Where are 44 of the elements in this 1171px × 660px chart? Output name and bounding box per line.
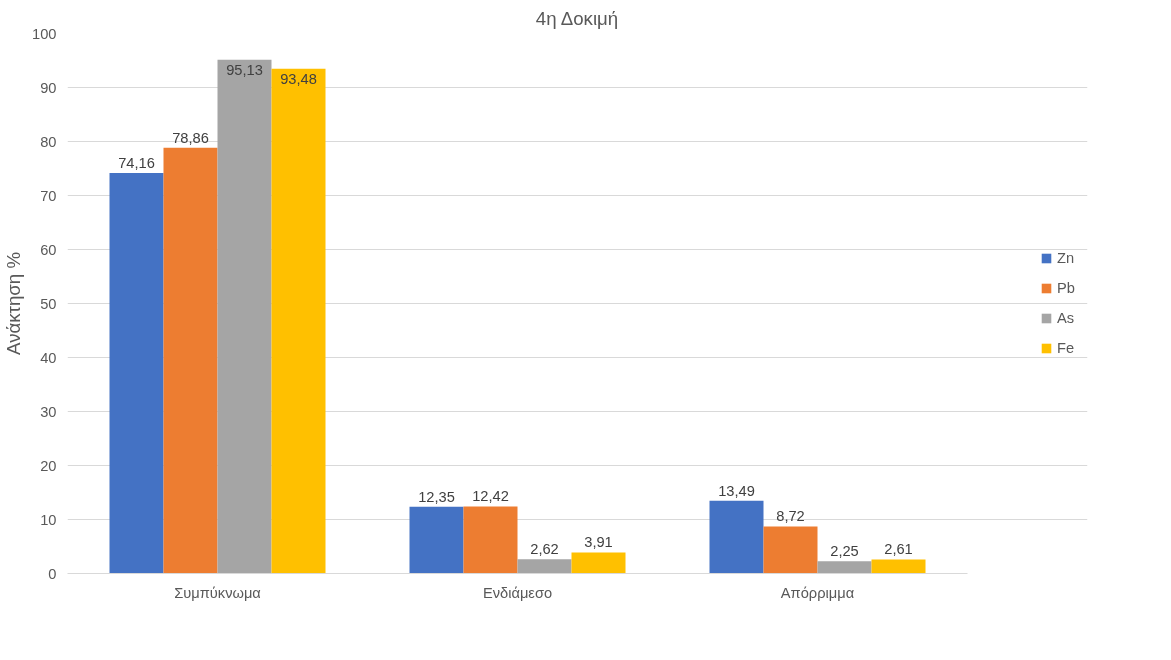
legend-label: Zn [1057,250,1076,266]
y-axis-title: Ανάκτηση % [3,252,25,355]
data-label: 12,35 [418,488,455,505]
bar [871,559,926,574]
bar [463,506,518,574]
data-label: 3,91 [584,534,613,551]
y-tick-label: 20 [40,457,57,474]
data-label: 93,48 [280,70,317,87]
y-tick-label: 90 [40,79,57,96]
bar [409,506,464,574]
y-tick-label: 50 [40,295,57,312]
data-label: 95,13 [226,61,263,78]
bar [163,147,218,574]
y-tick-label: 10 [40,511,57,528]
bar [271,68,326,574]
y-tick-label: 70 [40,187,57,204]
x-tick-label: Ενδιάμεσο [482,584,553,601]
bar [109,173,164,574]
bar [817,561,872,574]
data-label: 2,62 [530,541,559,558]
y-tick-label: 40 [40,349,57,366]
bar [517,559,572,574]
y-tick-label: 100 [32,25,57,42]
bar [709,500,764,574]
data-label: 74,16 [118,155,155,172]
y-tick-label: 60 [40,241,57,258]
bar [217,59,272,574]
x-tick-label: Συμπύκνωμα [174,584,262,601]
data-label: 2,61 [884,541,913,558]
legend-label: As [1057,310,1076,326]
chart-title: 4η Δοκιμή [535,7,619,29]
data-label: 13,49 [718,482,755,499]
data-label: 78,86 [172,129,209,146]
data-label: 8,72 [776,508,805,525]
data-label: 2,25 [830,543,859,560]
bar [763,526,818,574]
x-tick-label: Απόρριμμα [780,584,855,601]
y-tick-label: 80 [40,133,57,150]
y-tick-label: 30 [40,403,57,420]
legend-label: Fe [1057,340,1076,356]
data-label: 12,42 [472,488,509,505]
bar [571,552,626,574]
legend-label: Pb [1057,280,1076,296]
y-tick-label: 0 [48,565,57,582]
